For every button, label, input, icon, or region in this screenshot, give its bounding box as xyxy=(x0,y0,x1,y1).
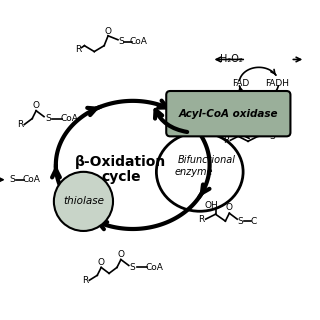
Text: enzyme: enzyme xyxy=(175,167,213,177)
Circle shape xyxy=(54,172,113,231)
Text: S: S xyxy=(45,114,51,123)
Text: FAD: FAD xyxy=(233,79,250,88)
Text: OH: OH xyxy=(205,201,219,210)
Text: cycle: cycle xyxy=(101,170,141,184)
Text: S: S xyxy=(270,132,276,141)
Text: R: R xyxy=(17,120,23,129)
Text: O: O xyxy=(258,119,265,128)
Text: CoA: CoA xyxy=(61,114,79,123)
Text: S: S xyxy=(10,175,15,184)
Text: H₂O₂: H₂O₂ xyxy=(220,54,243,64)
Text: β-Oxidation: β-Oxidation xyxy=(75,155,166,169)
Ellipse shape xyxy=(156,132,243,211)
Text: S: S xyxy=(237,217,243,226)
Text: Acyl-CoA oxidase: Acyl-CoA oxidase xyxy=(179,109,278,119)
Text: O: O xyxy=(226,203,233,212)
Text: O: O xyxy=(98,258,105,267)
Text: R: R xyxy=(76,45,82,54)
Text: S: S xyxy=(118,37,124,46)
Text: R: R xyxy=(82,276,89,285)
Text: S: S xyxy=(130,263,136,272)
Text: CoA: CoA xyxy=(22,175,40,184)
Text: R: R xyxy=(199,215,205,224)
Text: FADH: FADH xyxy=(265,79,289,88)
Text: CoA: CoA xyxy=(130,37,148,46)
Text: R: R xyxy=(223,136,229,145)
Text: O: O xyxy=(105,28,112,36)
Text: Bifunctional: Bifunctional xyxy=(178,155,236,165)
Text: thiolase: thiolase xyxy=(63,196,104,206)
Text: C: C xyxy=(251,217,257,226)
Text: O: O xyxy=(33,101,40,110)
Text: O: O xyxy=(117,250,124,259)
FancyBboxPatch shape xyxy=(166,91,291,136)
Text: CoA: CoA xyxy=(146,263,163,272)
